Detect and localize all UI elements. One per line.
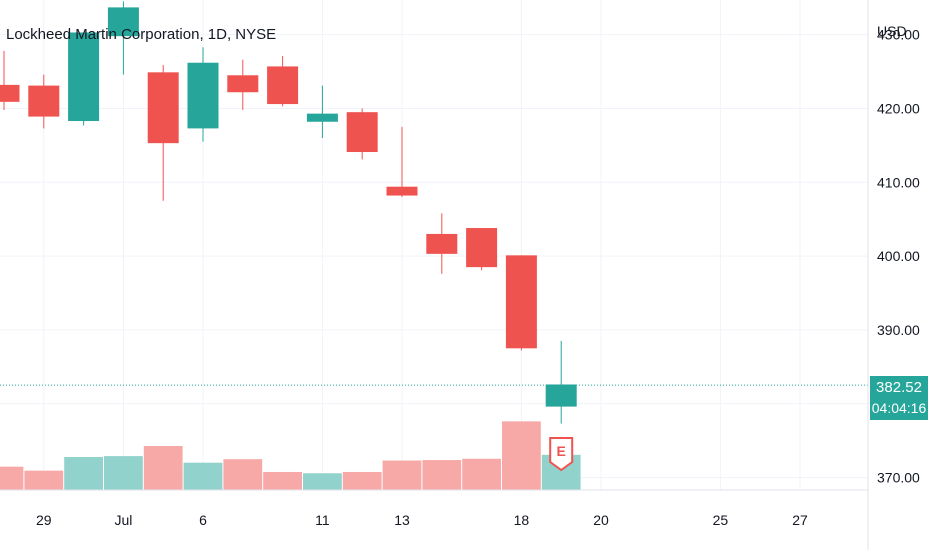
candle[interactable] <box>0 50 20 110</box>
candle[interactable] <box>227 59 259 110</box>
candle-body[interactable] <box>68 32 100 122</box>
candle[interactable] <box>466 228 498 271</box>
price-tick-label: 400.00 <box>877 248 920 264</box>
candle[interactable] <box>545 340 577 424</box>
candle-body[interactable] <box>545 384 577 407</box>
candle-body[interactable] <box>306 113 338 122</box>
volume-bars <box>0 421 581 490</box>
volume-bar <box>223 459 263 490</box>
volume-bar <box>263 471 302 490</box>
candle-body[interactable] <box>386 186 418 196</box>
price-tick-label: 420.00 <box>877 100 920 116</box>
date-tick-label: 27 <box>792 512 808 528</box>
volume-bar <box>382 460 422 490</box>
countdown-label: 04:04:16 <box>871 400 927 416</box>
date-tick-label: 18 <box>514 512 530 528</box>
candle-body[interactable] <box>346 112 378 153</box>
price-tick-label: 370.00 <box>877 469 920 485</box>
volume-bar <box>104 456 143 490</box>
volume-bar <box>24 470 64 490</box>
candle[interactable] <box>68 32 100 126</box>
candle[interactable] <box>187 47 219 142</box>
price-tick-label: 410.00 <box>877 174 920 190</box>
candle-body[interactable] <box>505 255 537 349</box>
volume-bar <box>462 458 501 490</box>
volume-bar <box>342 471 382 490</box>
candle[interactable] <box>107 1 139 75</box>
grid-lines <box>0 0 868 490</box>
candle[interactable] <box>306 85 338 138</box>
volume-bar <box>502 421 541 490</box>
volume-bar <box>422 460 462 490</box>
volume-bar <box>0 466 24 490</box>
date-tick-label: Jul <box>114 512 132 528</box>
earnings-marker[interactable]: E <box>549 437 574 472</box>
markers: E <box>0 384 868 472</box>
date-tick-label: 29 <box>36 512 52 528</box>
candle[interactable] <box>386 126 418 198</box>
candle-body[interactable] <box>227 75 259 93</box>
date-tick-label: 11 <box>315 512 330 528</box>
candle[interactable] <box>267 56 299 107</box>
price-tick-label: 430.00 <box>877 27 920 43</box>
date-tick-label: 25 <box>713 512 729 528</box>
earnings-marker-shape <box>549 437 574 472</box>
candle-body[interactable] <box>267 66 299 105</box>
candle[interactable] <box>28 74 60 129</box>
volume-bar <box>183 462 223 490</box>
volume-bar <box>303 473 342 490</box>
date-tick-label: 6 <box>199 512 207 528</box>
candle-body[interactable] <box>107 7 139 37</box>
volume-bar <box>143 446 183 490</box>
candle-body[interactable] <box>0 84 20 102</box>
date-tick-label: 13 <box>394 512 410 528</box>
candles[interactable] <box>0 1 577 424</box>
last-price-tag: 382.52 04:04:16 <box>870 376 928 420</box>
candle-body[interactable] <box>466 228 498 268</box>
candle[interactable] <box>147 64 179 201</box>
candle[interactable] <box>505 255 537 351</box>
price-tick-label: 390.00 <box>877 322 920 338</box>
date-tick-label: 20 <box>593 512 609 528</box>
volume-bar <box>64 457 103 490</box>
candle-body[interactable] <box>426 233 458 254</box>
chart-title: Lockheed Martin Corporation, 1D, NYSE <box>6 26 277 43</box>
currency-label: USD <box>877 23 907 39</box>
candle-body[interactable] <box>28 85 60 117</box>
candle[interactable] <box>426 213 458 274</box>
candle-body[interactable] <box>187 62 219 129</box>
earnings-marker-label: E <box>557 443 566 459</box>
candle-body[interactable] <box>147 72 179 144</box>
last-price-label: 382.52 <box>876 379 922 396</box>
candle[interactable] <box>346 108 378 160</box>
